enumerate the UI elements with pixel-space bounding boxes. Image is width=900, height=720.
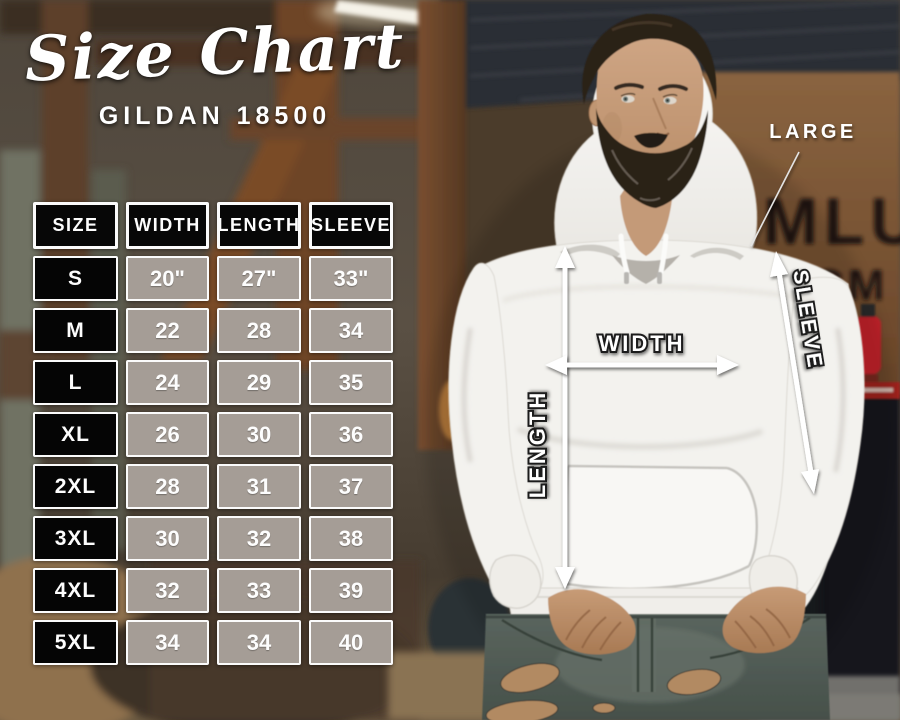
size-cell-m: M <box>33 308 118 353</box>
value-cell: 29 <box>217 360 301 405</box>
right-hand <box>722 586 806 654</box>
size-chart-table: SIZE WIDTH LENGTH SLEEVE S 20" 27" 33" M… <box>33 202 393 665</box>
size-cell-l: L <box>33 360 118 405</box>
left-cuff <box>489 554 542 609</box>
drawstring-right <box>658 233 669 275</box>
value-cell: 26 <box>126 412 209 457</box>
value-cell: 39 <box>309 568 393 613</box>
large-label: LARGE <box>769 121 857 143</box>
head <box>582 13 717 208</box>
width-label: WIDTH <box>598 331 685 356</box>
header-cell-sleeve: SLEEVE <box>309 202 393 249</box>
model-man <box>425 13 895 720</box>
value-cell: 37 <box>309 464 393 509</box>
kangaroo-pocket <box>565 464 758 590</box>
lamp-streak <box>334 0 432 26</box>
value-cell: 24 <box>126 360 209 405</box>
pocket-panel <box>566 466 757 588</box>
value-cell: 22 <box>126 308 209 353</box>
aglet-left <box>624 272 629 284</box>
page-subtitle: GILDAN 18500 <box>98 102 332 130</box>
size-cell-3xl: 3XL <box>33 516 118 561</box>
size-cell-4xl: 4XL <box>33 568 118 613</box>
left-eyelid <box>620 92 636 97</box>
sleeve-arrow <box>770 251 819 494</box>
hands <box>548 586 806 655</box>
length-arrow <box>555 246 575 589</box>
value-cell: 32 <box>217 516 301 561</box>
jeans-rips <box>485 662 722 720</box>
left-finger-lines <box>565 609 622 651</box>
value-cell: 36 <box>309 412 393 457</box>
value-cell: 32 <box>126 568 209 613</box>
left-hand <box>548 589 636 655</box>
value-cell: 28 <box>126 464 209 509</box>
size-cell-s: S <box>33 256 118 301</box>
drawstring-left <box>618 233 630 275</box>
aglet-right <box>657 272 662 284</box>
collar-shadow-right <box>690 247 744 260</box>
value-cell: 27" <box>217 256 301 301</box>
title-block: Size Chart GILDAN 18500 <box>0 9 430 131</box>
value-cell: 30 <box>126 516 209 561</box>
value-cell: 34 <box>217 620 301 665</box>
hair <box>582 13 717 104</box>
left-eyebrow <box>614 82 644 90</box>
right-eyelid <box>662 93 678 98</box>
right-pupil <box>666 99 669 102</box>
beard <box>596 108 708 208</box>
hoodie-folds <box>461 284 846 473</box>
length-label: LENGTH <box>525 390 550 498</box>
beard-gray-streaks <box>611 147 693 202</box>
value-cell: 33 <box>217 568 301 613</box>
mustache <box>634 132 668 148</box>
value-cell: 38 <box>309 516 393 561</box>
value-cell: 30 <box>217 412 301 457</box>
size-cell-xl: XL <box>33 412 118 457</box>
value-cell: 31 <box>217 464 301 509</box>
nose-bridge <box>652 97 667 130</box>
cross-beam <box>230 118 430 140</box>
value-cell: 40 <box>309 620 393 665</box>
eyes <box>620 92 678 105</box>
cross-beam <box>95 40 425 66</box>
size-cell-2xl: 2XL <box>33 464 118 509</box>
left-pupil <box>624 97 627 101</box>
header-cell-size: SIZE <box>33 202 118 249</box>
value-cell: 33" <box>309 256 393 301</box>
size-cell-5xl: 5XL <box>33 620 118 665</box>
floor-tan <box>388 652 500 720</box>
collar-shadow-left <box>560 244 620 258</box>
header-cell-width: WIDTH <box>126 202 209 249</box>
value-cell: 20" <box>126 256 209 301</box>
right-eyebrow <box>658 84 688 91</box>
large-pointer-line <box>750 151 800 247</box>
value-cell: 34 <box>126 620 209 665</box>
right-finger-lines <box>734 608 791 649</box>
width-arrow <box>545 355 739 375</box>
value-cell: 35 <box>309 360 393 405</box>
hair-streak <box>611 21 673 32</box>
value-cell: 28 <box>217 308 301 353</box>
value-cell: 34 <box>309 308 393 353</box>
page-title: Size Chart <box>23 9 407 96</box>
drawstrings <box>618 233 669 284</box>
header-cell-length: LENGTH <box>217 202 301 249</box>
